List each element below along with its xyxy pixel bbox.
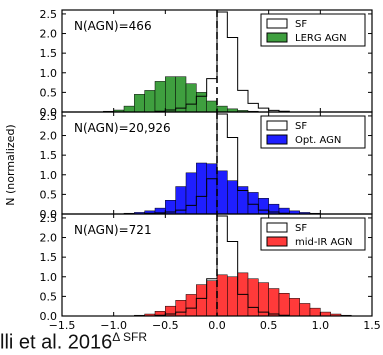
y-tick-label: 2.0 <box>40 232 58 245</box>
y-tick-label: 2.0 <box>40 28 58 41</box>
agn-bar <box>206 100 218 113</box>
x-tick-label: 0.5 <box>260 319 278 332</box>
agn-bar <box>154 81 166 113</box>
x-tick-label: −0.5 <box>152 319 179 332</box>
y-tick-label: 1.0 <box>40 271 58 284</box>
y-tick-label: 2.5 <box>40 110 58 123</box>
agn-bar <box>247 278 259 317</box>
y-tick-label: 0.0 <box>40 208 58 221</box>
x-tick-label: 0.0 <box>208 319 226 332</box>
agn-bar <box>258 282 269 317</box>
legend-swatch-agn <box>266 134 288 145</box>
agn-bar <box>175 76 187 113</box>
legend-swatch-agn <box>266 236 288 247</box>
y-tick-label: 2.0 <box>40 130 58 143</box>
agn-bar <box>206 163 218 215</box>
y-tick-label: 0.5 <box>40 290 58 303</box>
panel-annotation: N(AGN)=20,926 <box>74 121 171 135</box>
legend-swatch-sf <box>266 120 288 131</box>
x-tick-label: 1.0 <box>312 319 330 332</box>
agn-bar <box>289 298 300 317</box>
agn-bar <box>185 294 197 317</box>
figure-caption: lli et al. 2016Δ SFR <box>0 330 147 355</box>
agn-bar <box>175 300 187 317</box>
caption-text: lli et al. 2016 <box>0 331 113 354</box>
legend-label-sf: SF <box>295 121 307 132</box>
agn-bar <box>227 180 238 215</box>
y-tick-label: 0.0 <box>40 310 58 323</box>
agn-bar <box>144 90 156 113</box>
agn-bar <box>309 307 321 317</box>
agn-bar <box>299 303 311 317</box>
y-tick-label: 1.5 <box>40 251 58 264</box>
x-tick-label: −1.5 <box>49 319 76 332</box>
agn-bar <box>206 280 218 317</box>
panel-annotation: N(AGN)=721 <box>74 223 152 237</box>
legend-label-agn: Opt. AGN <box>295 135 341 146</box>
agn-bar <box>268 288 280 317</box>
legend-swatch-agn <box>266 32 288 43</box>
y-tick-label: 1.5 <box>40 149 58 162</box>
agn-bar <box>216 274 228 317</box>
agn-bar <box>165 76 176 113</box>
y-tick-label: 1.0 <box>40 169 58 182</box>
x-tick-label: 1.5 <box>363 319 381 332</box>
agn-bar <box>196 284 207 317</box>
agn-bar <box>216 170 228 215</box>
agn-bar <box>258 198 269 215</box>
y-tick-label: 0.5 <box>40 86 58 99</box>
legend-label-agn: LERG AGN <box>295 33 347 44</box>
agn-bar <box>196 162 207 215</box>
legend-swatch-sf <box>266 222 288 233</box>
legend-swatch-sf <box>266 18 288 29</box>
agn-bar <box>216 105 228 113</box>
agn-bar <box>227 276 238 317</box>
agn-bar <box>185 172 197 215</box>
y-axis-label: N (normalized) <box>4 124 17 205</box>
caption-superscript: Δ SFR <box>112 330 147 344</box>
y-tick-label: 1.0 <box>40 67 58 80</box>
x-tick-label: −1.0 <box>100 319 127 332</box>
agn-bar <box>247 192 259 215</box>
y-tick-label: 2.5 <box>40 212 58 225</box>
y-tick-label: 0.0 <box>40 106 58 119</box>
agn-bar <box>185 83 197 113</box>
agn-bar <box>123 105 135 113</box>
y-tick-label: 1.5 <box>40 47 58 60</box>
y-tick-label: 0.5 <box>40 188 58 201</box>
panel-annotation: N(AGN)=466 <box>74 19 152 33</box>
agn-bar <box>278 292 290 317</box>
agn-bar <box>196 92 207 113</box>
legend-label-agn: mid-IR AGN <box>295 237 352 248</box>
panel-frame <box>61 213 373 317</box>
legend-label-sf: SF <box>295 223 307 234</box>
y-tick-label: 2.5 <box>40 8 58 21</box>
legend-label-sf: SF <box>295 19 307 30</box>
agn-bar <box>134 94 145 113</box>
